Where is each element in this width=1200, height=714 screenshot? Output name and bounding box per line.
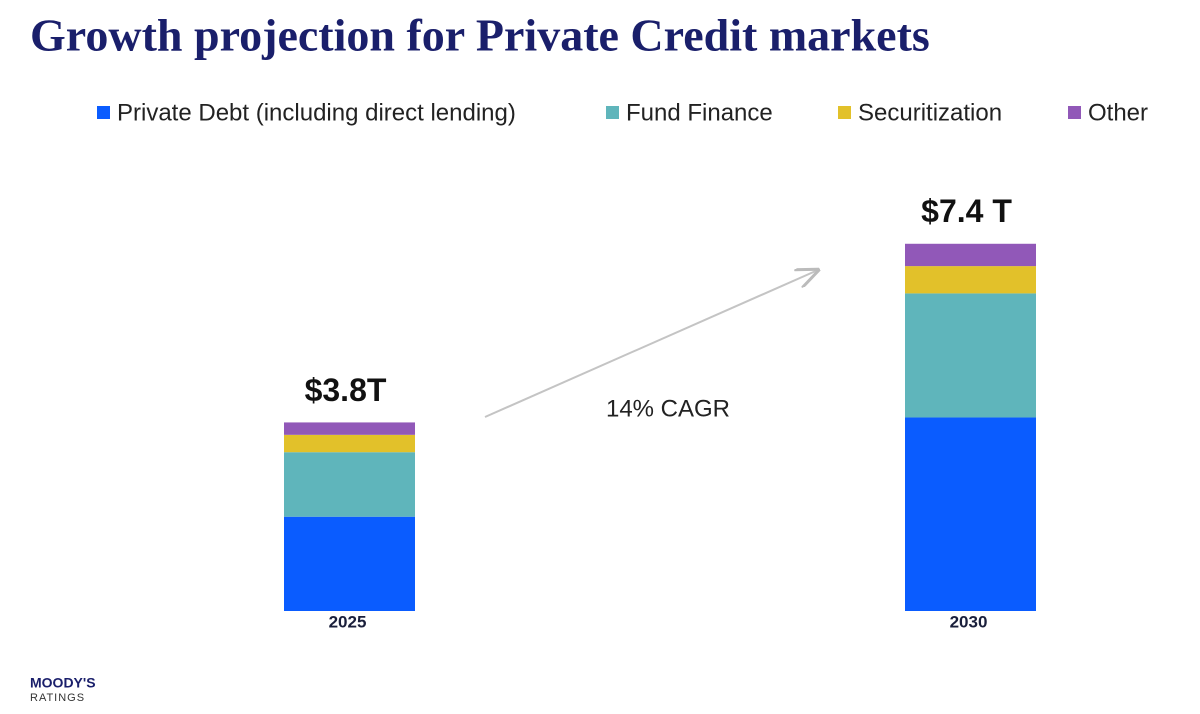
legend-swatch xyxy=(606,106,619,119)
legend-label: Fund Finance xyxy=(626,99,773,126)
bar-segment xyxy=(284,452,415,517)
total-label: $7.4 T xyxy=(921,193,1012,229)
bar-segment xyxy=(905,293,1036,418)
legend-swatch xyxy=(838,106,851,119)
bar-segment xyxy=(284,422,415,435)
legend-label: Other xyxy=(1088,99,1148,126)
legend-label: Private Debt (including direct lending) xyxy=(117,99,516,126)
legend-swatch xyxy=(97,106,110,119)
x-tick-label: 2030 xyxy=(950,612,988,631)
total-label: $3.8T xyxy=(305,372,387,408)
bar-segment xyxy=(905,243,1036,267)
chart-title: Growth projection for Private Credit mar… xyxy=(30,10,930,61)
x-tick-label: 2025 xyxy=(329,612,367,631)
legend-swatch xyxy=(1068,106,1081,119)
bar-segment xyxy=(284,516,415,611)
source-sub: RATINGS xyxy=(30,692,85,704)
bar-segment xyxy=(284,434,415,453)
legend-label: Securitization xyxy=(858,99,1002,126)
source-brand: MOODY'S xyxy=(30,675,96,691)
bar-segment xyxy=(905,417,1036,611)
growth-arrow xyxy=(484,270,818,418)
bar-segment xyxy=(905,266,1036,294)
annotation: 14% CAGR xyxy=(606,395,730,422)
